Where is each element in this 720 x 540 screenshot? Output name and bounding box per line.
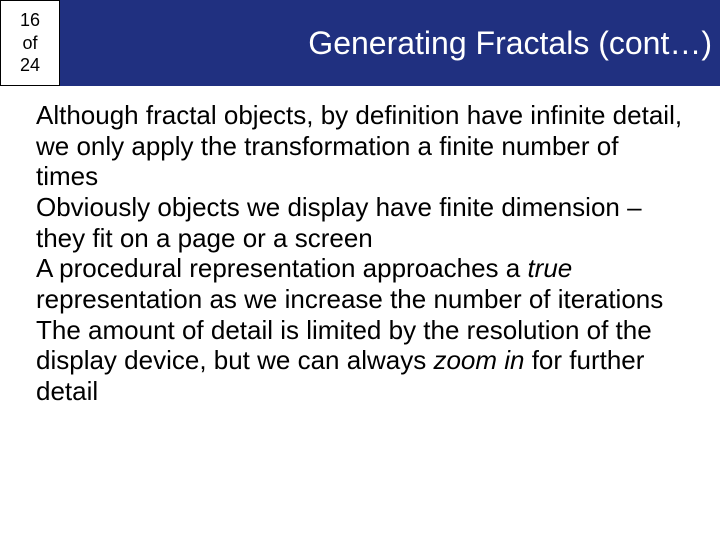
paragraph-3-emph: true	[527, 253, 572, 283]
paragraph-2: Obviously objects we display have finite…	[36, 192, 686, 253]
paragraph-3: A procedural representation approaches a…	[36, 253, 686, 314]
paragraph-3-pre: A procedural representation approaches a	[36, 253, 527, 283]
page-current: 16	[20, 9, 40, 32]
paragraph-1: Although fractal objects, by definition …	[36, 100, 686, 192]
page-indicator: 16 of 24	[0, 0, 60, 86]
paragraph-4: The amount of detail is limited by the r…	[36, 315, 686, 407]
slide-header: 16 of 24 Generating Fractals (cont…)	[0, 0, 720, 86]
page-of-label: of	[22, 32, 37, 55]
page-total: 24	[20, 54, 40, 77]
slide-title: Generating Fractals (cont…)	[308, 25, 712, 62]
slide: 16 of 24 Generating Fractals (cont…) Alt…	[0, 0, 720, 540]
paragraph-3-post: representation as we increase the number…	[36, 284, 663, 314]
title-bar: Generating Fractals (cont…)	[60, 0, 720, 86]
paragraph-4-emph: zoom in	[433, 345, 524, 375]
slide-body: Although fractal objects, by definition …	[36, 100, 686, 407]
